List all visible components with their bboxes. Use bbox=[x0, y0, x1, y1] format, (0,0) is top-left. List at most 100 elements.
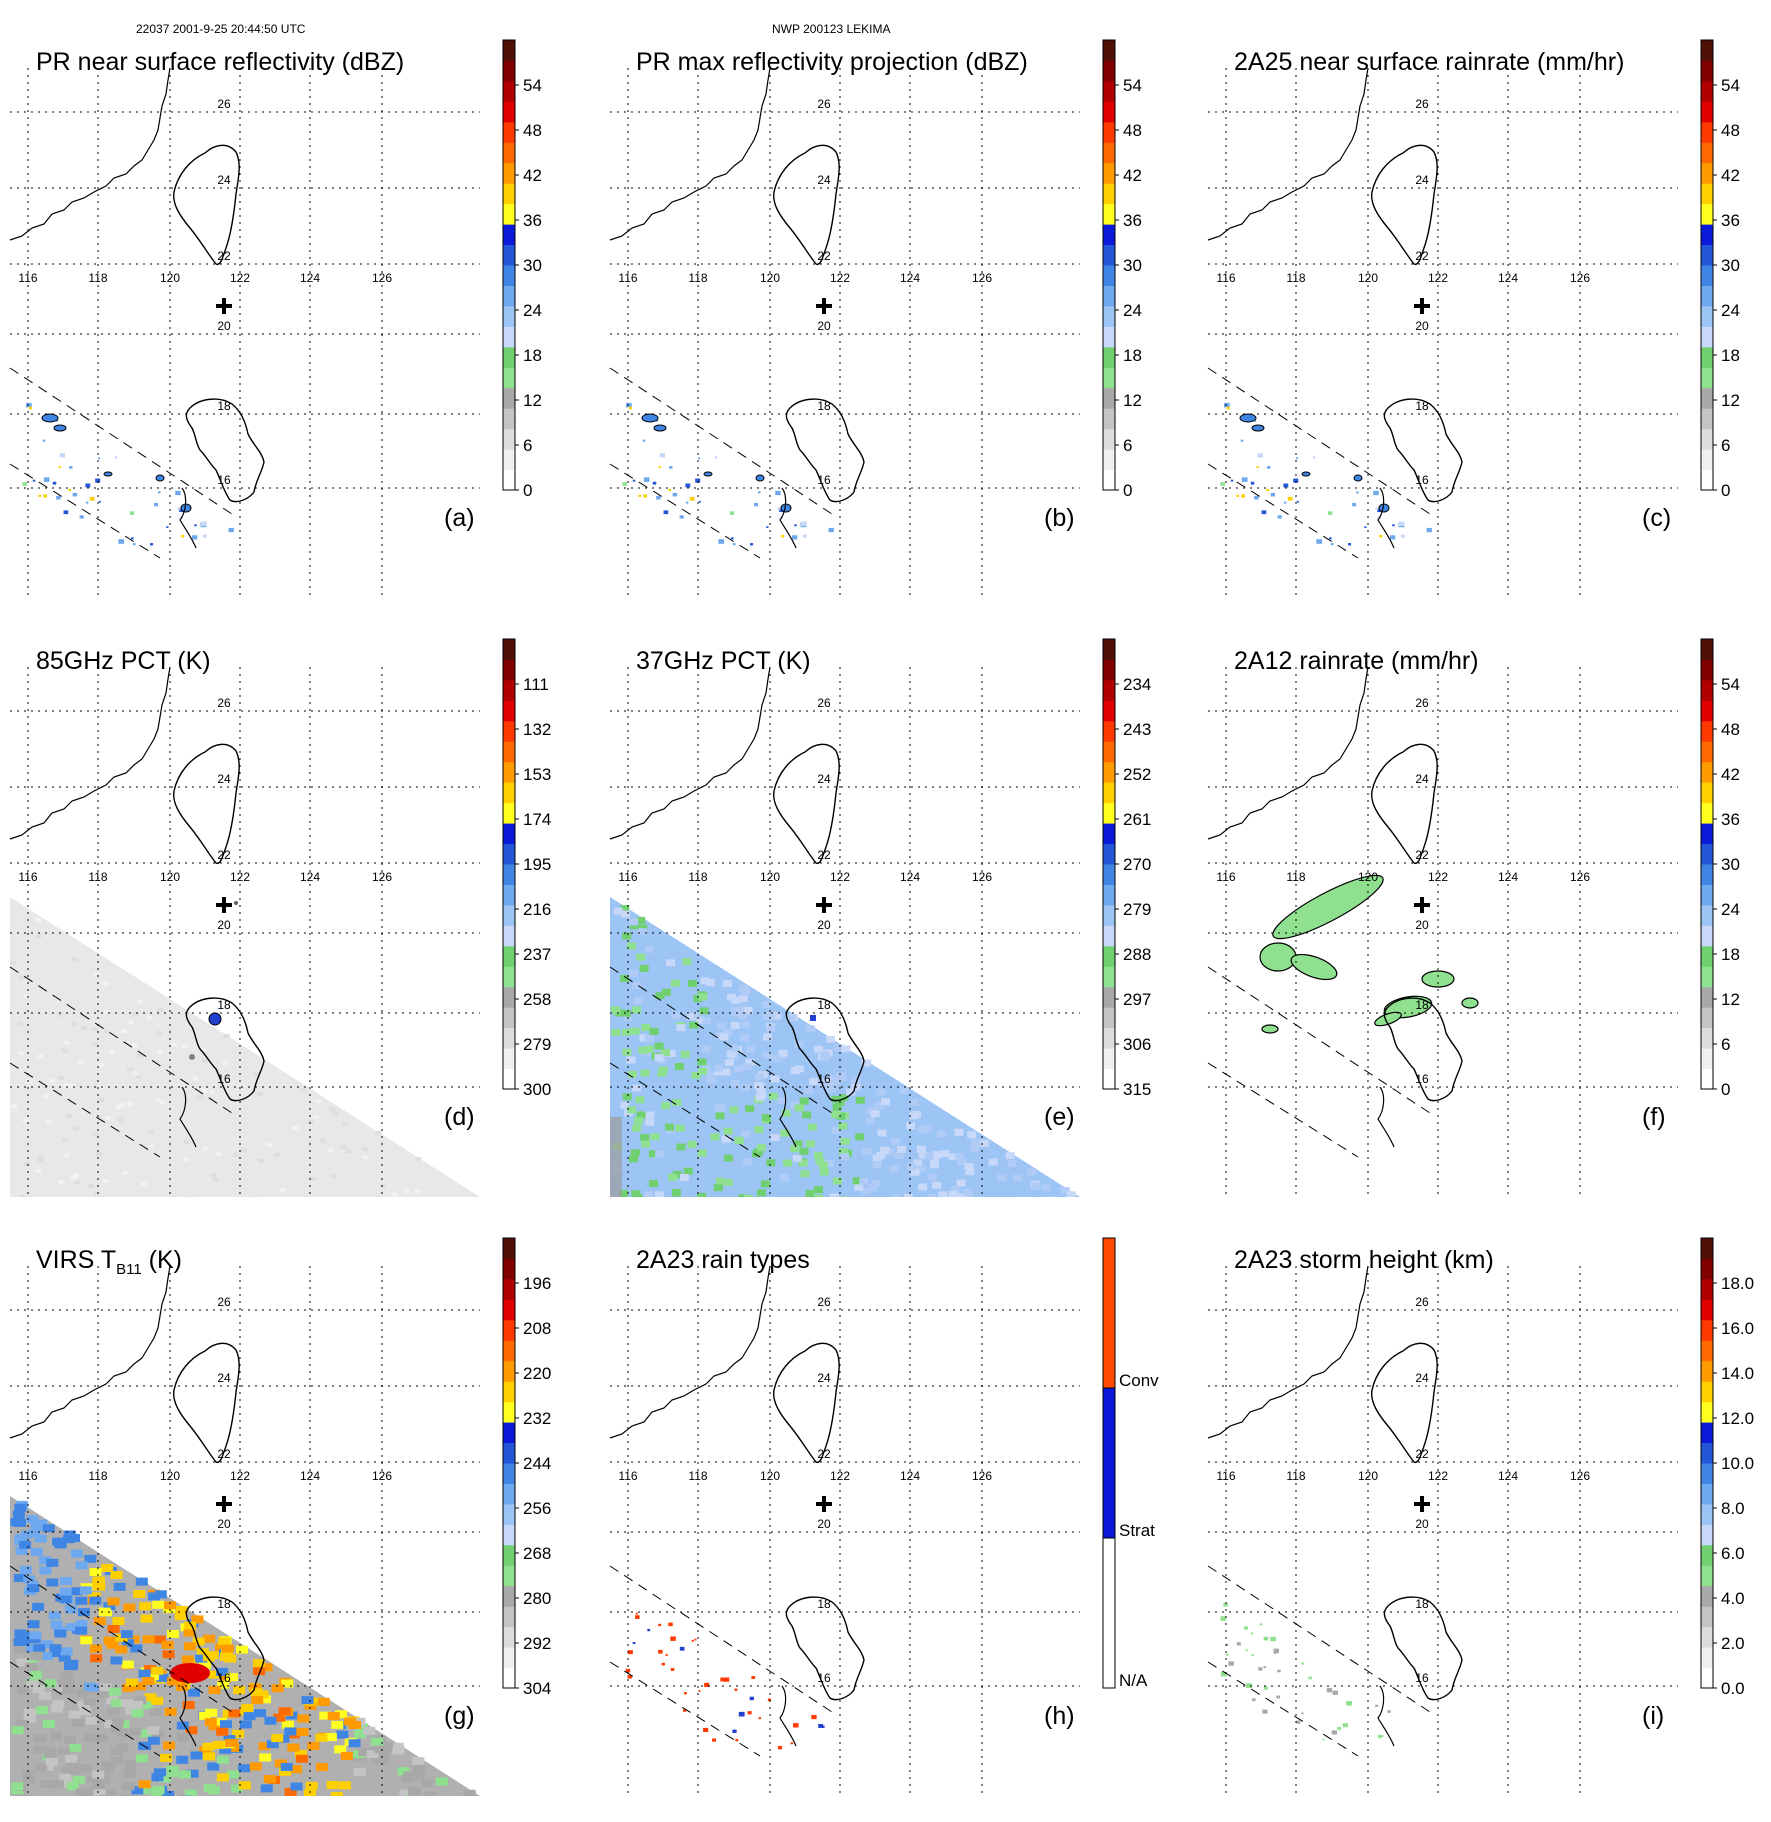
lat-tick-label: 24 bbox=[217, 173, 231, 187]
pixel bbox=[203, 1783, 216, 1792]
colorbar-segment bbox=[1701, 1565, 1713, 1587]
pixel bbox=[208, 1670, 221, 1679]
lat-tick-label: 22 bbox=[217, 848, 231, 862]
colorbar-tick-label: 18 bbox=[1123, 346, 1142, 365]
pixel bbox=[81, 1026, 88, 1031]
colorbar-segment bbox=[1701, 1319, 1713, 1341]
lat-tick-label: 24 bbox=[217, 1371, 231, 1385]
colorbar-segment bbox=[1103, 224, 1115, 246]
pixel bbox=[155, 1030, 162, 1035]
lat-tick-label: 16 bbox=[217, 1671, 231, 1685]
colorbar-segment bbox=[1103, 741, 1115, 763]
pixel bbox=[740, 1034, 750, 1042]
pixel bbox=[770, 1075, 780, 1083]
colorbar-segment bbox=[503, 60, 515, 82]
colorbar-segment bbox=[503, 843, 515, 865]
pixel bbox=[756, 1189, 766, 1197]
pixel bbox=[253, 1072, 260, 1077]
pixel bbox=[639, 964, 649, 972]
pixel bbox=[256, 1690, 269, 1699]
lat-tick-label: 26 bbox=[217, 1295, 231, 1309]
pixel bbox=[123, 1603, 136, 1612]
pixel bbox=[103, 1602, 116, 1611]
pixel bbox=[754, 1073, 764, 1081]
pixel bbox=[202, 1653, 215, 1662]
colorbar-tick-label: 12 bbox=[523, 391, 542, 410]
pixel bbox=[18, 1051, 25, 1056]
colorbar-segment bbox=[1103, 864, 1115, 885]
pixel bbox=[1245, 1649, 1248, 1651]
colorbar-segment bbox=[503, 367, 515, 389]
swath-edge bbox=[9, 966, 233, 1114]
pixel bbox=[284, 1727, 297, 1736]
coastline-taiwan bbox=[773, 743, 840, 865]
pixel bbox=[23, 1162, 30, 1167]
pixel bbox=[637, 928, 647, 936]
pixel bbox=[166, 1629, 179, 1638]
pixel bbox=[1031, 1182, 1041, 1190]
pixel bbox=[698, 1067, 708, 1075]
pixel bbox=[1277, 1669, 1281, 1673]
pixel bbox=[861, 1187, 871, 1195]
pixel bbox=[216, 1667, 229, 1676]
pixel bbox=[392, 1746, 405, 1755]
pixel bbox=[839, 1196, 849, 1197]
pixel bbox=[813, 1186, 823, 1194]
lat-tick-label: 24 bbox=[817, 772, 831, 786]
pixel bbox=[116, 1728, 129, 1737]
rain-area bbox=[1374, 1011, 1402, 1027]
pixel bbox=[161, 1640, 174, 1649]
pixel bbox=[627, 1070, 637, 1078]
pixel bbox=[89, 1644, 102, 1653]
colorbar-segment bbox=[1103, 700, 1115, 722]
colorbar-segment bbox=[503, 1463, 515, 1484]
colorbar-tick-label: 48 bbox=[523, 121, 542, 140]
pixel bbox=[713, 1184, 723, 1192]
pixel bbox=[116, 1743, 129, 1752]
pixel bbox=[1228, 1661, 1234, 1666]
pixel bbox=[647, 1628, 651, 1632]
pixel bbox=[821, 1725, 825, 1728]
colorbar-segment bbox=[503, 925, 515, 947]
colorbar-tick-label: 30 bbox=[523, 256, 542, 275]
storm-center-marker bbox=[1414, 1496, 1430, 1512]
pixel bbox=[43, 494, 48, 498]
pixel bbox=[116, 1104, 123, 1109]
pixel bbox=[334, 1745, 347, 1754]
pixel bbox=[721, 1135, 731, 1143]
pixel bbox=[657, 1069, 667, 1077]
pixel bbox=[57, 1012, 64, 1017]
header-orbit-time: 22037 2001-9-25 20:44:50 UTC bbox=[136, 22, 306, 36]
pixel bbox=[1375, 1704, 1378, 1707]
pixel bbox=[362, 1155, 369, 1160]
colorbar-segment bbox=[1701, 1027, 1713, 1049]
pixel bbox=[814, 1152, 824, 1160]
pixel bbox=[182, 1157, 189, 1162]
pixel bbox=[221, 1644, 234, 1653]
pixel bbox=[23, 994, 30, 999]
lat-tick-label: 18 bbox=[1415, 998, 1429, 1012]
pixel bbox=[742, 1063, 752, 1071]
pixel bbox=[685, 483, 691, 488]
pixel bbox=[260, 1784, 273, 1793]
pixel bbox=[633, 1117, 643, 1125]
colorbar-tick-label: Strat bbox=[1119, 1521, 1155, 1540]
pixel bbox=[909, 1098, 919, 1106]
lon-tick-label: 120 bbox=[760, 271, 780, 285]
colorbar-tick-label: 306 bbox=[1123, 1035, 1151, 1054]
pixel bbox=[706, 1076, 716, 1084]
pixel bbox=[791, 535, 798, 540]
pixel bbox=[271, 1684, 284, 1693]
pixel bbox=[729, 511, 735, 515]
pixel bbox=[249, 1683, 262, 1692]
colorbar-segment bbox=[1102, 1387, 1116, 1539]
colorbar: 300 279 258 237 216 195 174 153 132 111 bbox=[502, 638, 551, 1099]
colorbar-tick-label: 2.0 bbox=[1721, 1634, 1745, 1653]
pixel bbox=[854, 1183, 864, 1191]
pixel bbox=[61, 1048, 68, 1053]
pixel bbox=[1283, 483, 1289, 488]
colorbar-tick-label: 258 bbox=[523, 990, 551, 1009]
pixel bbox=[223, 1033, 230, 1038]
pixel bbox=[828, 527, 834, 533]
pixel bbox=[891, 1194, 901, 1197]
